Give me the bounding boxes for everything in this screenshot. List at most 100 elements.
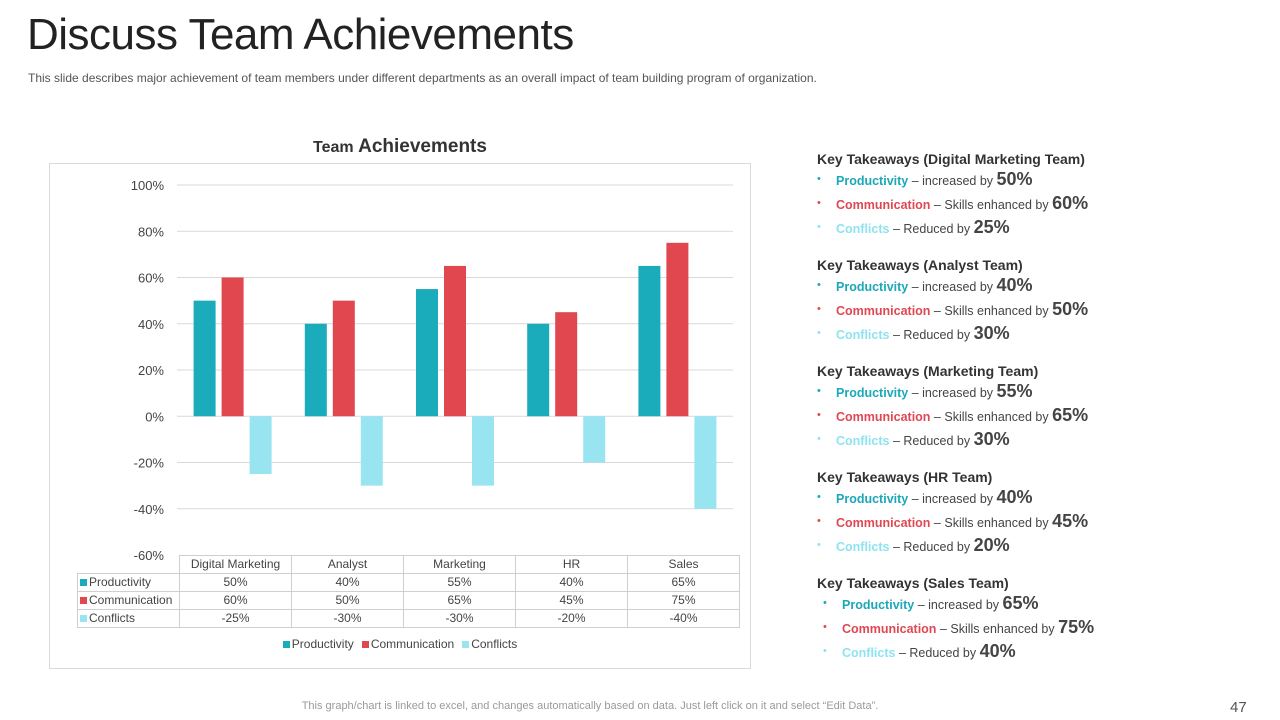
- takeaway-heading: Key Takeaways (Digital Marketing Team): [817, 151, 1085, 167]
- bar-conflicts-0[interactable]: [249, 416, 272, 475]
- legend-item[interactable]: Communication: [361, 637, 455, 651]
- x-category-label: Analyst: [291, 555, 404, 574]
- bullet-icon: •: [817, 173, 821, 185]
- takeaway-list: • Productivity – increased by 40% • Communi…: [817, 274, 1088, 346]
- takeaway-percent: 60%: [1052, 193, 1089, 213]
- y-tick-label: -40%: [134, 502, 165, 517]
- y-tick-label: -20%: [134, 456, 165, 471]
- takeaway-text: – Reduced by: [895, 646, 980, 660]
- series-name: Conflicts: [89, 611, 136, 625]
- table-cell: 45%: [515, 591, 628, 610]
- table-cell: 60%: [179, 591, 292, 610]
- table-cell: -25%: [179, 609, 292, 628]
- table-row-header: Communication: [77, 591, 180, 610]
- bar-productivity-0[interactable]: [193, 300, 216, 417]
- legend-swatch: [282, 641, 290, 648]
- takeaway-item: • Productivity – increased by 40%: [817, 274, 1088, 298]
- chart-title-small: Team: [313, 139, 354, 156]
- takeaway-list: • Productivity – increased by 50% • Communi…: [817, 168, 1088, 240]
- takeaway-item: • Productivity – increased by 50%: [817, 168, 1088, 192]
- takeaway-item: • Communication – Skills enhanced by 65%: [817, 404, 1088, 428]
- bullet-icon: •: [817, 515, 821, 527]
- takeaway-text: – increased by: [908, 386, 997, 400]
- takeaway-list: • Productivity – increased by 65% • Communi…: [817, 592, 1094, 664]
- takeaway-metric: Communication: [836, 304, 931, 318]
- takeaway-metric: Conflicts: [836, 434, 890, 448]
- bar-communication-1[interactable]: [332, 300, 355, 417]
- takeaway-metric: Conflicts: [836, 540, 890, 554]
- legend-label: Communication: [370, 637, 455, 651]
- takeaway-metric: Productivity: [836, 174, 909, 188]
- takeaway-metric: Productivity: [836, 280, 909, 294]
- legend-item[interactable]: Productivity: [282, 637, 354, 651]
- takeaway-percent: 40%: [979, 641, 1016, 661]
- x-category-label: Sales: [627, 555, 740, 574]
- takeaway-metric: Productivity: [842, 598, 915, 612]
- bullet-icon: •: [817, 279, 821, 291]
- takeaway-item: • Productivity – increased by 55%: [817, 380, 1088, 404]
- table-row: Communication 60% 50% 65% 45% 75%: [77, 591, 740, 610]
- bar-productivity-4[interactable]: [638, 265, 661, 417]
- legend-label: Productivity: [291, 637, 354, 651]
- bar-productivity-3[interactable]: [527, 323, 550, 417]
- takeaway-metric: Communication: [836, 198, 931, 212]
- y-tick-label: 100%: [131, 178, 165, 193]
- bullet-icon: •: [817, 221, 821, 233]
- takeaway-item: • Communication – Skills enhanced by 45%: [817, 510, 1088, 534]
- chart-frame[interactable]: [49, 163, 751, 669]
- y-tick-label: 80%: [138, 224, 164, 239]
- takeaway-percent: 20%: [973, 535, 1010, 555]
- takeaway-metric: Conflicts: [836, 328, 890, 342]
- takeaway-text: – Skills enhanced by: [936, 622, 1059, 636]
- y-tick-label: 20%: [138, 363, 164, 378]
- table-cell: 40%: [291, 573, 404, 592]
- bar-productivity-1[interactable]: [304, 323, 327, 417]
- takeaway-item: • Communication – Skills enhanced by 60%: [817, 192, 1088, 216]
- table-row-header: Productivity: [77, 573, 180, 592]
- table-cell: 65%: [403, 591, 516, 610]
- bar-communication-4[interactable]: [666, 242, 689, 417]
- bar-chart[interactable]: 100%80%60%40%20%0%-20%-40%-60%: [0, 0, 800, 720]
- bar-communication-0[interactable]: [221, 277, 244, 417]
- bar-conflicts-4[interactable]: [694, 416, 717, 509]
- takeaway-item: • Conflicts – Reduced by 25%: [817, 216, 1088, 240]
- legend-swatch: [80, 579, 87, 586]
- takeaway-percent: 40%: [996, 275, 1033, 295]
- takeaway-heading: Key Takeaways (HR Team): [817, 469, 993, 485]
- bar-productivity-2[interactable]: [416, 289, 438, 417]
- takeaway-percent: 30%: [973, 323, 1010, 343]
- bar-conflicts-2[interactable]: [472, 416, 494, 486]
- takeaway-item: • Conflicts – Reduced by 40%: [823, 640, 1094, 664]
- takeaway-list: • Productivity – increased by 40% • Communi…: [817, 486, 1088, 558]
- footnote: This graph/chart is linked to excel, and…: [301, 700, 879, 712]
- takeaway-metric: Productivity: [836, 386, 909, 400]
- takeaway-metric: Communication: [836, 410, 931, 424]
- bullet-icon: •: [817, 433, 821, 445]
- bar-communication-3[interactable]: [555, 312, 578, 417]
- takeaway-group: Key Takeaways (HR Team) • Productivity – i…: [817, 468, 1088, 558]
- takeaway-text: – increased by: [908, 174, 997, 188]
- takeaway-text: – Skills enhanced by: [930, 198, 1053, 212]
- takeaway-percent: 45%: [1052, 511, 1089, 531]
- legend-item[interactable]: Conflicts: [462, 637, 517, 651]
- table-cell: -30%: [291, 609, 404, 628]
- bar-communication-2[interactable]: [444, 265, 466, 417]
- chart-title-large: Achievements: [358, 136, 487, 157]
- takeaway-text: – increased by: [908, 280, 997, 294]
- table-cell: -30%: [403, 609, 516, 628]
- chart-legend: Productivity Communication Conflicts: [0, 637, 800, 651]
- takeaway-text: – Skills enhanced by: [930, 410, 1053, 424]
- bullet-icon: •: [817, 491, 821, 503]
- bar-conflicts-1[interactable]: [360, 416, 383, 486]
- bar-conflicts-3[interactable]: [583, 416, 606, 463]
- table-cell: 55%: [403, 573, 516, 592]
- takeaway-text: – Reduced by: [889, 328, 974, 342]
- table-row: Conflicts -25% -30% -30% -20% -40%: [77, 609, 740, 628]
- y-tick-label: 40%: [138, 317, 164, 332]
- takeaway-item: • Communication – Skills enhanced by 75%: [823, 616, 1094, 640]
- takeaway-percent: 50%: [996, 169, 1033, 189]
- takeaway-item: • Productivity – increased by 65%: [823, 592, 1094, 616]
- x-category-label: Marketing: [403, 555, 516, 574]
- y-tick-label: -60%: [134, 548, 165, 563]
- takeaway-group: Key Takeaways (Digital Marketing Team) • P…: [817, 150, 1088, 240]
